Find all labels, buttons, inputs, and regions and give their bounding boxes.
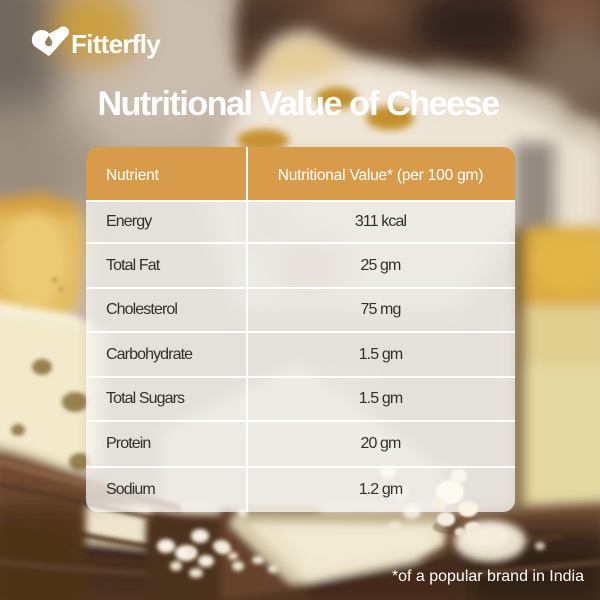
svg-text:Fitterfly: Fitterfly [71,29,161,59]
